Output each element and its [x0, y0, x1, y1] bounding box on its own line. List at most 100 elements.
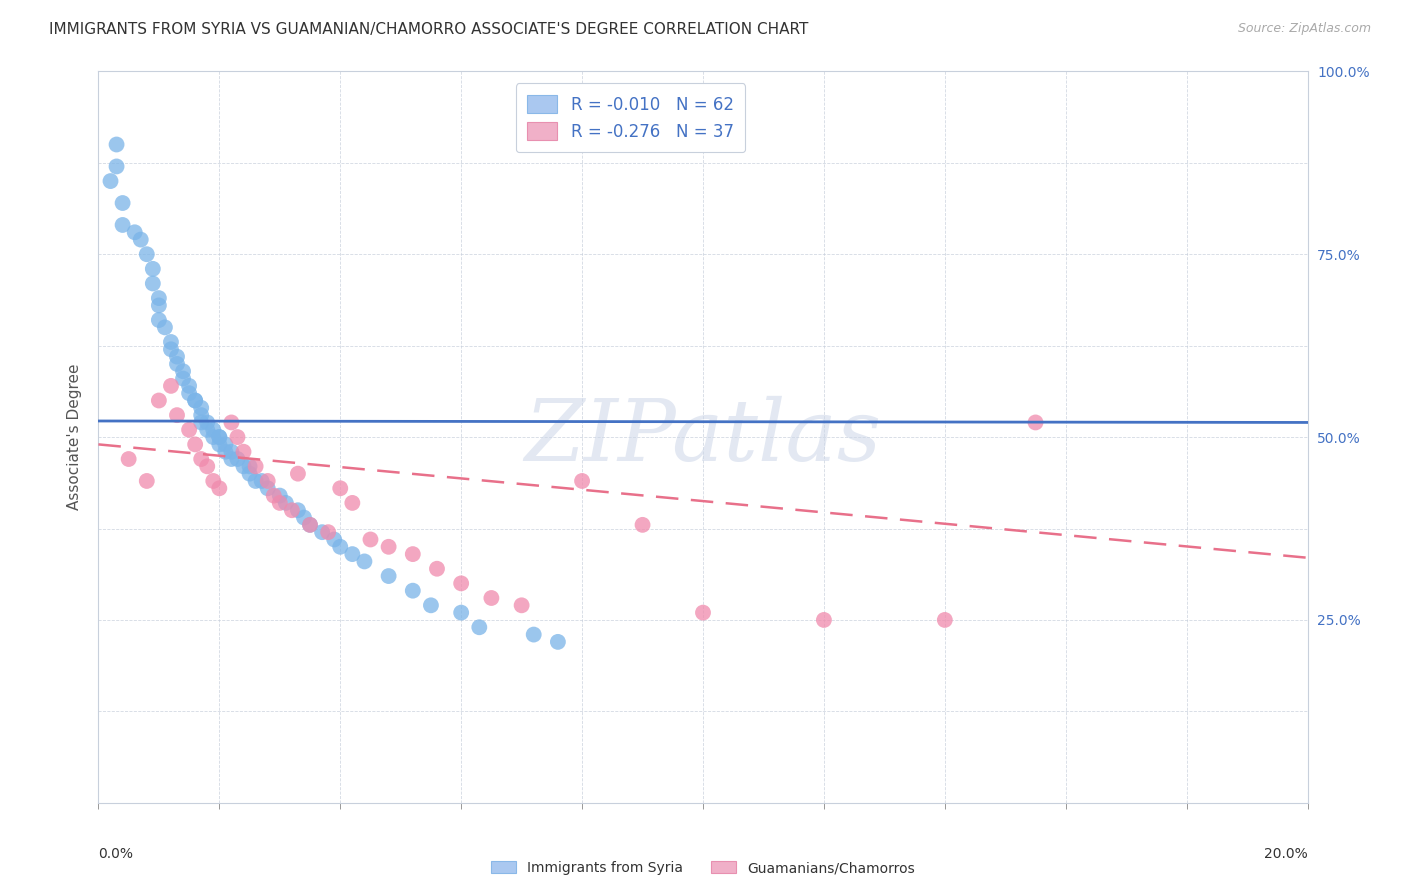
- Point: [172, 371, 194, 385]
- Point: [105, 160, 128, 174]
- Point: [100, 174, 122, 188]
- Point: [129, 233, 152, 247]
- Point: [256, 474, 278, 488]
- Point: [226, 430, 249, 444]
- Point: [450, 606, 472, 620]
- Point: [292, 510, 315, 524]
- Point: [311, 525, 333, 540]
- Point: [142, 261, 165, 276]
- Point: [184, 393, 207, 408]
- Point: [221, 444, 243, 458]
- Point: [353, 554, 375, 568]
- Point: [195, 459, 218, 474]
- Point: [153, 320, 176, 334]
- Point: [245, 474, 267, 488]
- Point: [208, 481, 231, 495]
- Legend: Immigrants from Syria, Guamanians/Chamorros: Immigrants from Syria, Guamanians/Chamor…: [485, 855, 921, 880]
- Point: [190, 452, 212, 467]
- Point: [166, 350, 188, 364]
- Point: [329, 540, 352, 554]
- Point: [190, 401, 212, 415]
- Point: [287, 503, 309, 517]
- Point: [402, 583, 425, 598]
- Point: [329, 481, 352, 495]
- Point: [221, 452, 243, 467]
- Point: [111, 218, 134, 232]
- Point: [190, 408, 212, 422]
- Point: [184, 393, 207, 408]
- Point: [179, 386, 201, 401]
- Point: [263, 489, 285, 503]
- Point: [360, 533, 382, 547]
- Point: [148, 298, 170, 312]
- Point: [299, 517, 322, 532]
- Point: [190, 416, 212, 430]
- Point: [426, 562, 449, 576]
- Y-axis label: Associate's Degree: Associate's Degree: [67, 364, 83, 510]
- Point: [226, 452, 249, 467]
- Point: [631, 517, 654, 532]
- Text: Source: ZipAtlas.com: Source: ZipAtlas.com: [1237, 22, 1371, 36]
- Point: [208, 437, 231, 451]
- Point: [232, 459, 254, 474]
- Point: [232, 444, 254, 458]
- Point: [239, 467, 262, 481]
- Text: IMMIGRANTS FROM SYRIA VS GUAMANIAN/CHAMORRO ASSOCIATE'S DEGREE CORRELATION CHART: IMMIGRANTS FROM SYRIA VS GUAMANIAN/CHAMO…: [49, 22, 808, 37]
- Point: [166, 357, 188, 371]
- Point: [214, 437, 236, 451]
- Point: [135, 474, 157, 488]
- Point: [221, 416, 243, 430]
- Point: [468, 620, 491, 634]
- Point: [214, 444, 236, 458]
- Point: [245, 459, 267, 474]
- Point: [142, 277, 165, 291]
- Point: [450, 576, 472, 591]
- Point: [105, 137, 128, 152]
- Point: [179, 379, 201, 393]
- Point: [172, 364, 194, 378]
- Point: [256, 481, 278, 495]
- Point: [135, 247, 157, 261]
- Point: [692, 606, 714, 620]
- Point: [281, 503, 304, 517]
- Point: [184, 437, 207, 451]
- Point: [571, 474, 593, 488]
- Point: [287, 467, 309, 481]
- Point: [547, 635, 569, 649]
- Point: [160, 379, 183, 393]
- Point: [316, 525, 339, 540]
- Point: [202, 430, 225, 444]
- Point: [111, 196, 134, 211]
- Point: [148, 291, 170, 305]
- Point: [124, 225, 146, 239]
- Point: [1024, 416, 1046, 430]
- Text: 0.0%: 0.0%: [98, 847, 134, 861]
- Text: 20.0%: 20.0%: [1264, 847, 1308, 861]
- Point: [239, 459, 262, 474]
- Point: [420, 599, 443, 613]
- Point: [377, 569, 399, 583]
- Point: [934, 613, 956, 627]
- Point: [342, 547, 364, 561]
- Point: [342, 496, 364, 510]
- Point: [195, 423, 218, 437]
- Point: [179, 423, 201, 437]
- Point: [118, 452, 141, 467]
- Point: [269, 496, 291, 510]
- Point: [813, 613, 835, 627]
- Point: [202, 474, 225, 488]
- Point: [523, 627, 546, 641]
- Point: [166, 408, 188, 422]
- Point: [510, 599, 533, 613]
- Legend: R = -0.010   N = 62, R = -0.276   N = 37: R = -0.010 N = 62, R = -0.276 N = 37: [516, 83, 745, 153]
- Point: [402, 547, 425, 561]
- Point: [148, 393, 170, 408]
- Point: [160, 343, 183, 357]
- Point: [208, 430, 231, 444]
- Point: [481, 591, 503, 605]
- Point: [377, 540, 399, 554]
- Point: [195, 416, 218, 430]
- Point: [274, 496, 297, 510]
- Point: [299, 517, 322, 532]
- Point: [269, 489, 291, 503]
